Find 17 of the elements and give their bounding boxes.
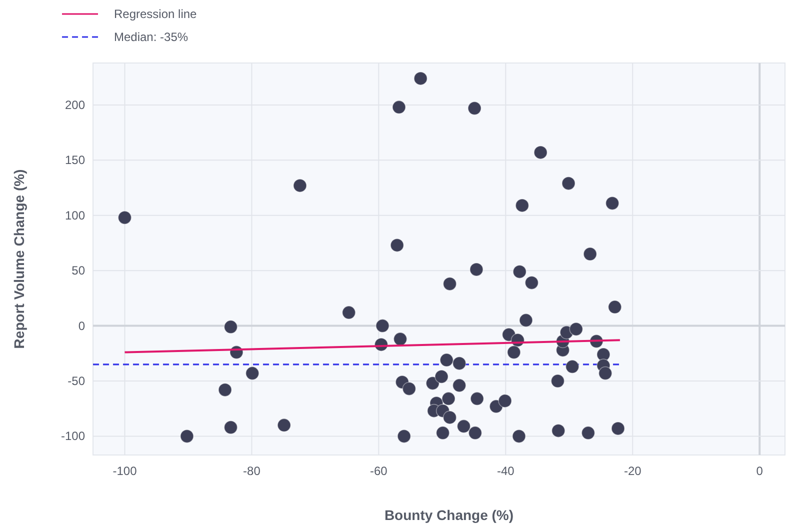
x-tick-label: -20 — [624, 464, 642, 478]
y-axis-title: Report Volume Change (%) — [11, 169, 27, 349]
y-tick-label: 50 — [72, 264, 86, 278]
x-tick-label: 0 — [756, 464, 764, 478]
x-tick-label: -100 — [112, 464, 138, 478]
y-tick-label: -100 — [60, 429, 86, 444]
legend-label: Regression line — [114, 7, 198, 21]
x-axis-title: Bounty Change (%) — [384, 507, 514, 523]
x-tick-label: -40 — [496, 464, 515, 478]
legend-label: Median: -35% — [114, 30, 188, 44]
y-tick-label: 150 — [64, 153, 86, 168]
y-tick-label: 200 — [64, 98, 86, 112]
y-tick-label: 0 — [78, 318, 86, 333]
y-tick-label: -50 — [68, 374, 86, 388]
x-tick-label: -60 — [370, 464, 388, 478]
y-tick-label: 100 — [64, 208, 86, 222]
x-tick-label: -80 — [243, 464, 261, 478]
